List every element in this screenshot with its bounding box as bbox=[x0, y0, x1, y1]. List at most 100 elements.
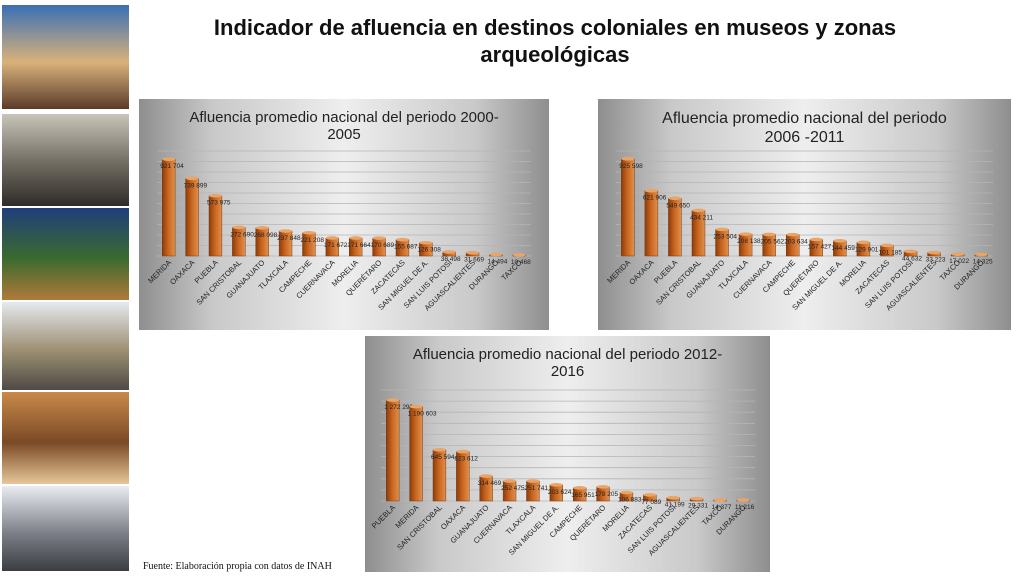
source-note: Fuente: Elaboración propia con datos de … bbox=[143, 561, 332, 572]
data-label: 623 612 bbox=[454, 456, 478, 463]
bar-cap bbox=[856, 240, 870, 245]
chart-title: Afluencia promedio nacional del periodo … bbox=[662, 110, 947, 146]
data-label: 38 498 bbox=[441, 256, 461, 263]
bar-cap bbox=[974, 252, 988, 257]
data-label: 126 308 bbox=[417, 247, 441, 254]
bar-cap bbox=[691, 208, 705, 213]
bar-cap bbox=[927, 250, 941, 255]
bar-cap bbox=[456, 449, 470, 454]
data-label: 253 504 bbox=[714, 233, 738, 240]
bar-cap bbox=[904, 249, 918, 254]
data-label: 17 022 bbox=[949, 258, 969, 265]
data-label: 237 848 bbox=[277, 235, 301, 242]
data-label: 155 687 bbox=[394, 244, 418, 251]
bar-cap bbox=[489, 252, 503, 257]
data-label: 14 494 bbox=[488, 258, 508, 265]
data-label: 144 459 bbox=[831, 245, 855, 252]
data-label: 573 975 bbox=[207, 200, 231, 207]
data-label: 14 377 bbox=[712, 504, 732, 511]
bar-cap bbox=[372, 236, 386, 240]
bar-cap bbox=[409, 404, 423, 409]
data-label: 33 223 bbox=[926, 257, 946, 264]
bar-cap bbox=[643, 493, 657, 497]
chart-title: Afluencia promedio nacional del periodo … bbox=[412, 346, 723, 380]
bar-cap bbox=[621, 157, 635, 161]
data-label: 129 901 bbox=[855, 246, 879, 253]
bar-cap bbox=[713, 498, 727, 502]
bar-cap bbox=[668, 196, 682, 201]
data-label: 921 704 bbox=[160, 163, 184, 170]
bar-cap bbox=[762, 232, 776, 237]
bar-cap bbox=[809, 237, 823, 242]
data-label: 739 899 bbox=[184, 182, 208, 189]
data-label: 101 185 bbox=[878, 249, 902, 256]
bar bbox=[162, 158, 176, 257]
photo-museum-visitors bbox=[2, 486, 129, 571]
data-label: 549 650 bbox=[666, 202, 690, 209]
chart-title: Afluencia promedio nacional del periodo … bbox=[189, 109, 499, 143]
data-label: 1 190 603 bbox=[408, 411, 437, 418]
bar-cap bbox=[596, 485, 610, 489]
data-label: 205 562 bbox=[761, 238, 785, 245]
data-label: 31 669 bbox=[464, 257, 484, 264]
data-label: 314 469 bbox=[478, 480, 502, 487]
category-label: OAXACA bbox=[627, 258, 655, 286]
bar-cap bbox=[951, 252, 965, 257]
chart-panel-2006-2011: Afluencia promedio nacional del periodo … bbox=[598, 99, 1011, 330]
bar-cap bbox=[185, 176, 199, 181]
data-label: 1 272 296 bbox=[384, 404, 413, 411]
bar-cap bbox=[349, 236, 363, 240]
category-label: OAXACA bbox=[168, 258, 196, 286]
bar-cap bbox=[232, 225, 246, 230]
bar-cap bbox=[620, 490, 633, 495]
bar bbox=[409, 406, 423, 502]
bar-cap bbox=[526, 479, 540, 483]
data-label: 106 883 bbox=[618, 497, 642, 504]
data-label: 645 594 bbox=[431, 454, 455, 461]
data-label: 178 205 bbox=[595, 491, 619, 498]
photo-hotel-room bbox=[2, 392, 129, 484]
bar-cap bbox=[325, 236, 339, 240]
bar-cap bbox=[573, 486, 587, 490]
bar-cap bbox=[386, 398, 400, 402]
bar-cap bbox=[666, 495, 680, 500]
bar-cap bbox=[690, 496, 703, 501]
data-label: 252 475 bbox=[501, 485, 525, 492]
data-label: 29 331 bbox=[688, 503, 708, 510]
bar-cap bbox=[644, 188, 658, 193]
data-label: 165 951 bbox=[571, 492, 595, 499]
bar-cap bbox=[786, 232, 800, 237]
page-title: Indicador de afluencia en destinos colon… bbox=[213, 15, 897, 67]
data-label: 11 216 bbox=[735, 504, 755, 511]
data-label: 251 741 bbox=[525, 485, 549, 492]
bar-cap bbox=[715, 227, 729, 232]
category-label: PUEBLA bbox=[370, 503, 397, 530]
data-label: 171 664 bbox=[347, 242, 371, 249]
data-label: 221 208 bbox=[301, 237, 325, 244]
data-label: 203 634 bbox=[784, 239, 808, 246]
data-label: 157 427 bbox=[808, 243, 832, 250]
data-label: 203 624 bbox=[548, 489, 572, 496]
data-label: 925 598 bbox=[619, 163, 643, 170]
photo-strip bbox=[2, 5, 129, 571]
data-label: 10 468 bbox=[511, 259, 531, 266]
bar bbox=[185, 178, 199, 257]
photo-colonial-street bbox=[2, 114, 129, 206]
bar-cap bbox=[209, 193, 222, 198]
data-label: 171 672 bbox=[324, 242, 348, 249]
chart-panel-2012-2016: Afluencia promedio nacional del periodo … bbox=[365, 336, 770, 572]
data-label: 170 689 bbox=[371, 242, 395, 249]
photo-night-garden bbox=[2, 208, 129, 300]
bar bbox=[386, 399, 400, 502]
bar-cap bbox=[503, 479, 516, 483]
data-label: 272 690 bbox=[230, 231, 254, 238]
data-label: 208 138 bbox=[737, 238, 761, 245]
bar-cap bbox=[512, 253, 526, 257]
bar-cap bbox=[419, 240, 433, 245]
bar-cap bbox=[549, 483, 563, 487]
bar-cap bbox=[396, 237, 409, 242]
bar-cap bbox=[833, 239, 847, 243]
